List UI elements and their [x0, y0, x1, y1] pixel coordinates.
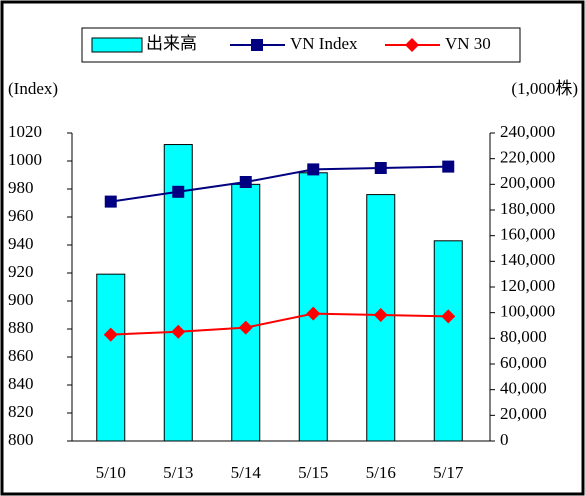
y-tick-label: 900	[8, 290, 34, 309]
y-tick-label: 980	[8, 178, 34, 197]
y2-tick-label: 180,000	[500, 199, 555, 218]
y-tick-label: 840	[8, 374, 34, 393]
y2-tick-label: 220,000	[500, 148, 555, 167]
bar	[433, 240, 463, 442]
x-tick-label: 5/15	[298, 463, 328, 482]
y-axis-title: (Index)	[8, 79, 58, 98]
y2-tick-label: 20,000	[500, 404, 547, 423]
point	[239, 176, 252, 188]
point	[441, 309, 456, 324]
y2-tick-label: 100,000	[500, 302, 555, 321]
x-tick-label: 5/16	[366, 463, 396, 482]
line	[110, 165, 449, 203]
y-tick-label: 860	[8, 346, 34, 365]
x-tick-label: 5/13	[163, 463, 193, 482]
x-tick-label: 5/14	[231, 463, 262, 482]
point	[171, 324, 186, 339]
legend-marker	[251, 39, 263, 51]
legend-label: VN 30	[445, 34, 491, 53]
legend-swatch	[91, 37, 143, 53]
legend-label: 出来高	[146, 34, 197, 53]
point	[307, 163, 320, 176]
y2-tick-label: 40,000	[500, 379, 547, 398]
y-tick-label: 800	[8, 430, 34, 449]
y-tick-label: 940	[8, 234, 34, 253]
y2-tick-label: 200,000	[500, 173, 555, 192]
legend-label: VN Index	[290, 34, 358, 53]
y2-tick-label: 60,000	[500, 353, 547, 372]
y-tick-label: 1020	[8, 122, 42, 141]
y2-tick-label: 0	[500, 430, 509, 449]
point	[172, 185, 185, 198]
point	[374, 162, 387, 174]
line	[110, 312, 449, 336]
point	[238, 320, 253, 335]
y-tick-label: 820	[8, 402, 34, 421]
legend-box	[81, 27, 521, 63]
point	[103, 327, 118, 342]
point	[373, 308, 388, 322]
y2-tick-label: 140,000	[500, 250, 555, 269]
y-tick-label: 1000	[8, 150, 42, 169]
bar	[96, 273, 126, 442]
y2-tick-label: 160,000	[500, 225, 555, 244]
y2-tick-label: 240,000	[500, 122, 555, 141]
bar	[231, 183, 261, 442]
point	[442, 160, 455, 173]
y-tick-label: 960	[8, 206, 34, 225]
y2-tick-label: 80,000	[500, 327, 547, 346]
y-tick-label: 880	[8, 318, 34, 337]
point	[306, 306, 321, 321]
x-tick-label: 5/17	[433, 463, 464, 482]
y2-tick-label: 120,000	[500, 276, 555, 295]
y2-axis-title: (1,000株)	[511, 79, 578, 98]
y-tick-label: 920	[8, 262, 34, 281]
point	[104, 195, 117, 208]
x-tick-label: 5/10	[96, 463, 126, 482]
legend-marker	[405, 38, 419, 52]
